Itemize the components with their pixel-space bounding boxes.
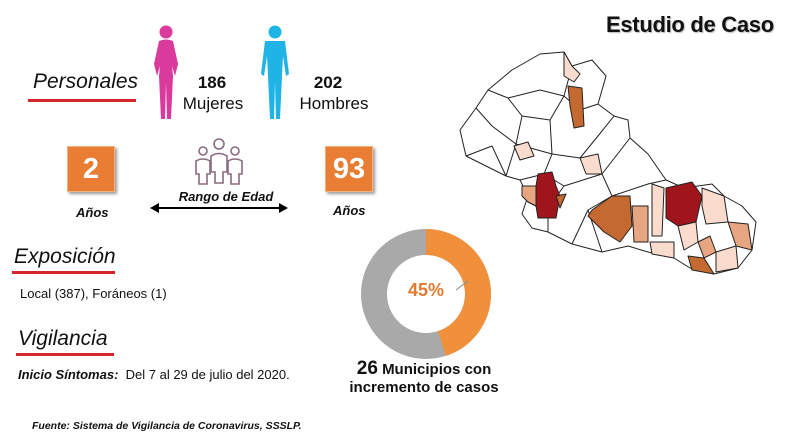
donut-value-arc <box>361 229 491 359</box>
personales-heading: Personales <box>33 70 139 93</box>
percent-donut <box>361 229 491 359</box>
municipios-summary: 26 Municipios con incremento de casos <box>336 358 512 397</box>
map-muni-high <box>555 193 567 209</box>
symptom-onset-line: Inicio Síntomas: Del 7 al 29 de julio de… <box>18 367 290 382</box>
vigilancia-underline <box>16 353 114 356</box>
map-muni-high <box>567 85 585 129</box>
max-age-unit: Años <box>333 203 366 218</box>
map-muni-mid <box>727 221 753 251</box>
municipios-line1: Municipios con <box>382 361 492 378</box>
male-figure-icon <box>261 25 289 119</box>
source-footnote: Fuente: Sistema de Vigilancia de Coronav… <box>32 420 302 432</box>
map-muni-low <box>513 141 535 161</box>
municipalities-map <box>459 51 757 275</box>
municipios-count: 26 <box>356 358 378 379</box>
map-muni-low <box>715 245 739 273</box>
donut-leader-line <box>455 280 469 291</box>
page-title: Estudio de Caso <box>606 12 774 37</box>
symptom-onset-label: Inicio Síntomas: <box>18 367 119 382</box>
exposicion-underline <box>12 271 115 274</box>
min-age-box: 2 <box>67 146 115 192</box>
symptom-onset-value: Del 7 al 29 de julio del 2020. <box>125 367 290 382</box>
age-range-arrow <box>150 203 288 213</box>
map-muni-high <box>587 195 633 243</box>
max-age-box: 93 <box>325 146 373 192</box>
map-muni-mid <box>521 185 537 207</box>
men-label: Hombres <box>299 94 369 113</box>
map-muni-high <box>687 255 715 275</box>
women-count: 186 <box>197 73 227 92</box>
map-muni-low <box>649 241 675 259</box>
map-muni-low <box>579 153 603 175</box>
municipios-line2: incremento de casos <box>349 379 499 396</box>
map-muni-mid <box>631 205 649 243</box>
personales-underline <box>28 99 136 102</box>
women-label: Mujeres <box>182 94 244 113</box>
vigilancia-heading: Vigilancia <box>18 327 108 350</box>
people-group-icon <box>195 138 243 185</box>
map-muni-low <box>701 187 729 225</box>
map-muni-low <box>651 183 665 237</box>
min-age-unit: Años <box>76 205 109 220</box>
exposicion-text: Local (387), Foráneos (1) <box>20 286 167 301</box>
female-figure-icon <box>154 25 178 119</box>
exposicion-heading: Exposición <box>14 245 116 268</box>
men-count: 202 <box>313 73 343 92</box>
age-range-label: Rango de Edad <box>178 189 274 204</box>
map-muni-low <box>563 51 581 83</box>
donut-percent-label: 45% <box>407 280 445 300</box>
map-muni-top <box>665 181 703 227</box>
